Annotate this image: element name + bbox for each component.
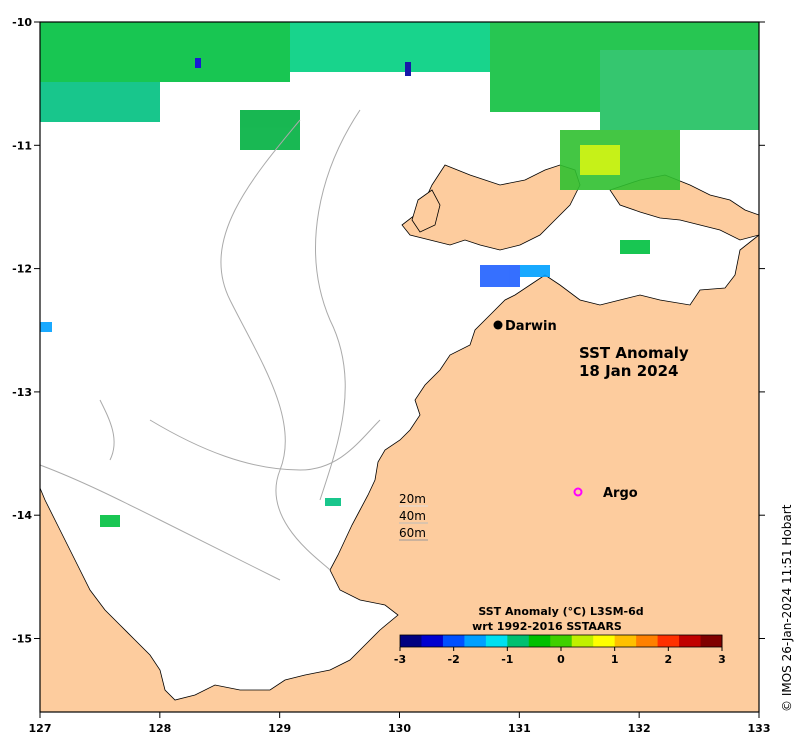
colorbar-swatch xyxy=(700,635,723,647)
latitude-axis: -10 -11 -12 -13 -14 -15 xyxy=(12,16,765,646)
colorbar-swatch xyxy=(400,635,422,647)
lon-tick-label: 132 xyxy=(628,722,651,735)
map-date: 18 Jan 2024 xyxy=(579,362,678,380)
mainland-australia xyxy=(39,234,760,713)
map-title: SST Anomaly xyxy=(579,344,689,362)
colorbar-swatch xyxy=(528,635,551,647)
lon-tick-label: 127 xyxy=(29,722,52,735)
bathymetry-contours xyxy=(39,109,381,581)
colorbar-tick-label: 3 xyxy=(718,653,726,666)
lat-tick-label: -15 xyxy=(12,633,32,646)
lat-tick-label: -14 xyxy=(12,509,32,522)
colorbar-swatch xyxy=(593,635,616,647)
depth-legend-20m: 20m xyxy=(399,492,426,506)
lon-tick-label: 131 xyxy=(508,722,531,735)
colorbar-ticks: -3 -2 -1 0 1 2 3 xyxy=(394,647,726,666)
depth-legend: 20m 40m 60m xyxy=(399,492,428,541)
credit-text: © IMOS 26-Jan-2024 11:51 Hobart xyxy=(780,504,794,712)
lat-tick-label: -11 xyxy=(12,139,32,152)
lat-tick-label: -13 xyxy=(12,386,32,399)
colorbar-tick-label: 1 xyxy=(611,653,619,666)
lon-tick-label: 129 xyxy=(268,722,291,735)
colorbar-swatch xyxy=(571,635,594,647)
argo-label: Argo xyxy=(603,486,638,501)
colorbar-subtitle: wrt 1992-2016 SSTAARS xyxy=(472,620,622,633)
colorbar-tick-label: 2 xyxy=(665,653,673,666)
colorbar-title: SST Anomaly (°C) L3SM-6d xyxy=(478,605,643,618)
longitude-axis: 127 128 129 130 131 132 133 xyxy=(29,712,771,735)
argo-marker-icon xyxy=(573,487,583,497)
colorbar-swatch xyxy=(679,635,702,647)
lon-tick-label: 133 xyxy=(748,722,771,735)
colorbar: SST Anomaly (°C) L3SM-6d wrt 1992-2016 S… xyxy=(394,605,726,666)
colorbar-swatch xyxy=(507,635,530,647)
land-masses xyxy=(39,164,760,713)
colorbar-tick-label: -3 xyxy=(394,653,406,666)
depth-legend-60m: 60m xyxy=(399,526,426,540)
colorbar-swatch xyxy=(442,635,465,647)
colorbar-tick-label: 0 xyxy=(557,653,565,666)
colorbar-tick-label: -2 xyxy=(448,653,460,666)
darwin-label: Darwin xyxy=(505,319,557,334)
melville-island xyxy=(401,164,581,251)
colorbar-swatch xyxy=(550,635,573,647)
colorbar-swatch xyxy=(657,635,680,647)
darwin-marker-icon xyxy=(493,320,503,330)
depth-legend-40m: 40m xyxy=(399,509,426,523)
colorbar-swatch xyxy=(464,635,487,647)
lon-tick-label: 130 xyxy=(388,722,411,735)
colorbar-swatch xyxy=(485,635,508,647)
bathurst-island xyxy=(411,189,441,233)
colorbar-swatches xyxy=(400,635,723,647)
colorbar-swatch xyxy=(614,635,637,647)
colorbar-swatch xyxy=(636,635,659,647)
lat-tick-label: -12 xyxy=(12,263,32,276)
colorbar-tick-label: -1 xyxy=(501,653,513,666)
lon-tick-label: 128 xyxy=(148,722,171,735)
sst-anomaly-data xyxy=(40,22,759,527)
lat-tick-label: -10 xyxy=(12,16,32,29)
colorbar-swatch xyxy=(421,635,444,647)
